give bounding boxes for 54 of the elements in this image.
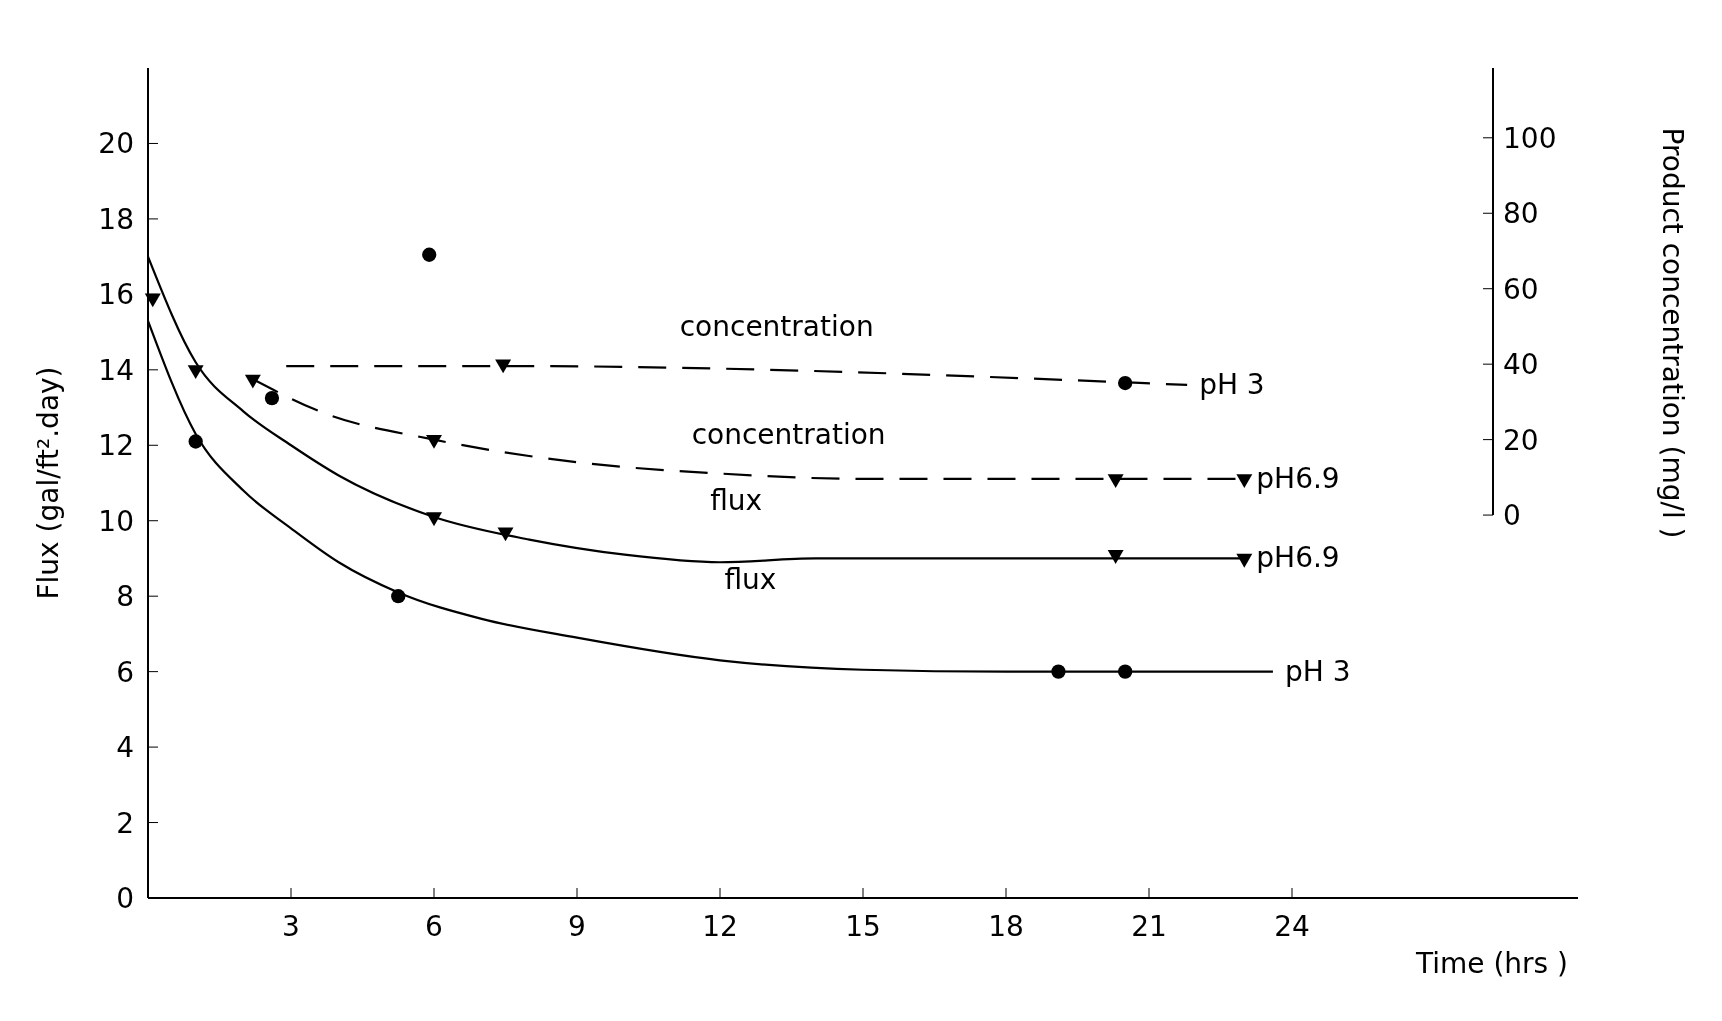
y-tick-label: 16 [98, 278, 134, 312]
point [1236, 474, 1253, 489]
point [1107, 550, 1124, 564]
series-label: pH 3 [1199, 367, 1265, 401]
x-tick-label: 9 [568, 910, 586, 943]
y-tick-label: 6 [116, 655, 134, 689]
y-tick-label: 18 [98, 202, 134, 236]
y2-tick-label: 20 [1503, 423, 1539, 457]
y2-tick-label: 0 [1503, 499, 1521, 533]
y2-tick-label: 80 [1503, 197, 1539, 231]
point [497, 527, 514, 542]
point [144, 293, 161, 308]
y2-tick-label: 40 [1503, 348, 1539, 382]
series-label: pH 3 [1284, 654, 1351, 688]
x-tick-label: 21 [1131, 910, 1167, 943]
x-axis-title: Time (hrs ) [1414, 947, 1568, 980]
y-tick-label: 2 [116, 806, 134, 840]
annotation: concentration [679, 310, 874, 344]
x-tick-label: 24 [1274, 910, 1310, 943]
point [187, 365, 204, 380]
y2-tick-label: 60 [1503, 272, 1539, 306]
y2-axis-title: Product concentration (mg/l ) [1656, 127, 1689, 539]
x-tick-label: 12 [702, 910, 738, 943]
point [422, 247, 437, 262]
x-tick-label: 3 [282, 910, 300, 943]
y-axis-title: Flux (gal/ft².day) [32, 366, 65, 600]
point [1236, 553, 1253, 568]
x-tick-label: 18 [988, 910, 1024, 943]
point [426, 435, 442, 449]
y-tick-label: 14 [98, 353, 134, 387]
point [264, 390, 280, 406]
series-label: pH6.9 [1256, 541, 1340, 575]
point [495, 359, 512, 374]
x-tick-label: 6 [425, 910, 443, 943]
annotation: concentration [691, 417, 886, 451]
y-tick-label: 4 [116, 731, 134, 765]
point [391, 589, 406, 604]
point [426, 512, 442, 527]
point [188, 434, 203, 449]
x-tick-label: 15 [845, 910, 881, 943]
y-tick-label: 0 [116, 882, 134, 915]
annotation: flux [724, 562, 777, 596]
point [1051, 664, 1066, 679]
y2-tick-label: 100 [1503, 121, 1557, 155]
point [244, 374, 261, 389]
point [1118, 664, 1133, 679]
y-tick-label: 8 [116, 580, 134, 614]
y-tick-label: 20 [98, 127, 134, 161]
y-tick-label: 12 [98, 429, 134, 463]
point [1118, 375, 1133, 391]
annotation: flux [710, 483, 763, 517]
point [1107, 474, 1124, 489]
series-label: pH6.9 [1256, 461, 1340, 495]
y-tick-label: 10 [98, 504, 134, 538]
